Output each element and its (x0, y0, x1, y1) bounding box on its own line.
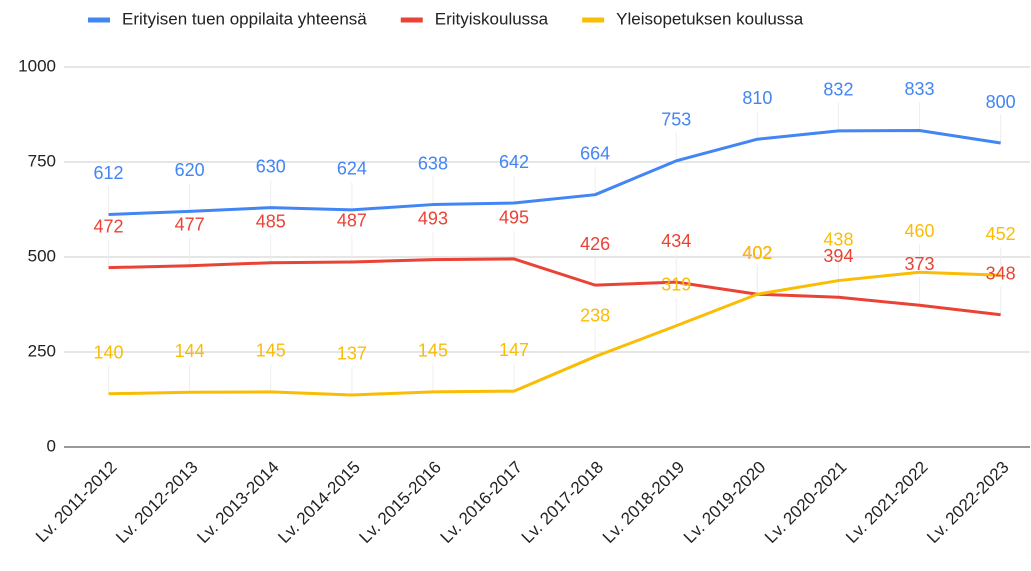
data-label: 434 (661, 231, 691, 251)
data-label: 638 (418, 153, 448, 173)
data-label: 832 (823, 80, 853, 100)
legend-label: Yleisopetuksen koulussa (616, 9, 804, 28)
data-label: 485 (256, 211, 286, 231)
data-label: 495 (499, 208, 529, 228)
x-tick-label: Lv. 2021-2022 (842, 458, 931, 547)
data-label: 373 (905, 254, 935, 274)
data-label: 147 (499, 340, 529, 360)
legend: Erityisen tuen oppilaita yhteensä Erityis… (88, 9, 804, 28)
data-label: 145 (256, 341, 286, 361)
data-label: 493 (418, 208, 448, 228)
data-label: 144 (175, 341, 205, 361)
series-line (108, 270, 1001, 397)
x-tick-label: Lv. 2015-2016 (356, 458, 445, 547)
x-tick-label: Lv. 2013-2014 (193, 458, 282, 547)
y-tick-label: 1000 (18, 56, 56, 75)
data-label: 319 (661, 275, 691, 295)
data-label: 810 (742, 88, 772, 108)
data-label: 394 (823, 246, 853, 266)
data-label: 477 (175, 214, 205, 234)
legend-label: Erityisen tuen oppilaita yhteensä (122, 9, 367, 28)
data-label: 664 (580, 143, 610, 163)
x-tick-label: Lv. 2018-2019 (599, 458, 688, 547)
data-label: 426 (580, 234, 610, 254)
data-label: 238 (580, 305, 610, 325)
data-label: 460 (905, 221, 935, 241)
data-label: 402 (742, 243, 772, 263)
data-label: 487 (337, 211, 367, 231)
legend-label: Erityiskoulussa (435, 9, 549, 28)
x-tick-label: Lv. 2012-2013 (112, 458, 201, 547)
data-label: 145 (418, 341, 448, 361)
data-label: 612 (94, 163, 124, 183)
data-label: 438 (823, 229, 853, 249)
data-label: 642 (499, 152, 529, 172)
data-label: 472 (94, 216, 124, 236)
data-label: 833 (905, 79, 935, 99)
y-tick-label: 500 (28, 246, 56, 265)
x-tick-label: Lv. 2011-2012 (32, 458, 121, 547)
data-label: 620 (175, 160, 205, 180)
data-label: 402 (742, 243, 772, 263)
data-label: 452 (986, 224, 1016, 244)
series-line (108, 128, 1001, 216)
x-tick-label: Lv. 2022-2023 (923, 458, 1012, 547)
data-label: 800 (986, 92, 1016, 112)
y-tick-label: 0 (47, 436, 56, 455)
data-label: 624 (337, 159, 367, 179)
y-tick-label: 250 (28, 341, 56, 360)
y-tick-label: 750 (28, 151, 56, 170)
data-label: 137 (337, 344, 367, 364)
data-label: 753 (661, 110, 691, 130)
data-label: 630 (256, 156, 286, 176)
series-line (108, 257, 1001, 317)
x-tick-label: Lv. 2014-2015 (274, 458, 363, 547)
x-tick-label: Lv. 2017-2018 (518, 458, 607, 547)
x-tick-label: Lv. 2019-2020 (680, 458, 769, 547)
x-tick-label: Lv. 2016-2017 (437, 458, 526, 547)
x-tick-label: Lv. 2020-2021 (761, 458, 850, 547)
data-label: 348 (986, 264, 1016, 284)
data-label: 140 (94, 343, 124, 363)
